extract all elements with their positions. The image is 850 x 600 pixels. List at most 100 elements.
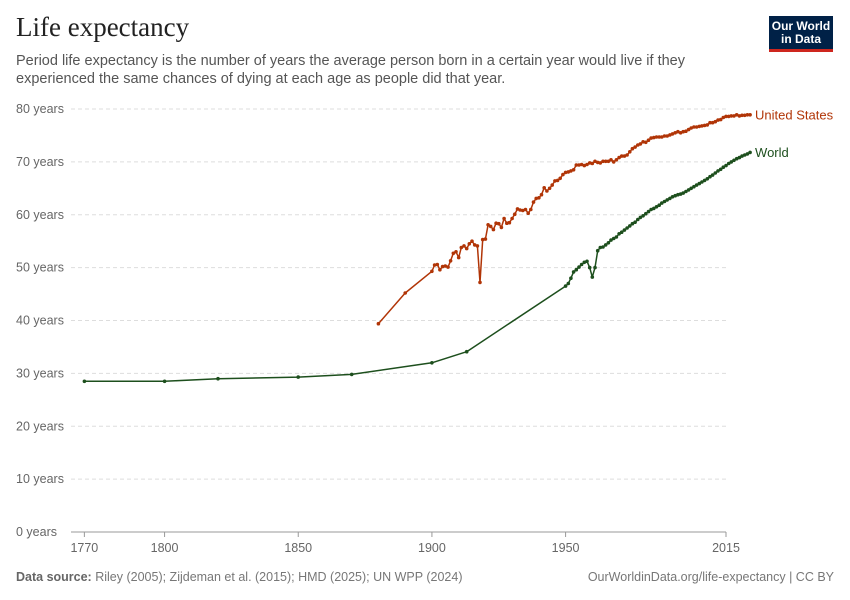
data-point <box>670 132 675 136</box>
data-point <box>430 361 434 365</box>
data-point <box>513 212 517 216</box>
owid-logo[interactable]: Our World in Data <box>769 16 833 52</box>
x-tick-label: 1800 <box>151 541 179 555</box>
data-point <box>403 291 408 295</box>
data-point <box>619 154 624 158</box>
data-point <box>563 170 568 175</box>
data-point <box>652 206 656 211</box>
data-point <box>689 126 693 130</box>
data-point <box>673 131 677 135</box>
data-point <box>459 245 464 250</box>
data-point <box>467 242 472 246</box>
data-point <box>577 265 581 269</box>
data-source: Data source: Riley (2005); Zijdeman et a… <box>16 570 463 584</box>
data-point <box>432 263 437 267</box>
data-point <box>494 221 498 225</box>
gridlines <box>71 108 726 480</box>
y-tick-label: 80 years <box>16 102 64 116</box>
data-point <box>510 216 514 221</box>
data-point <box>349 372 354 377</box>
data-point <box>456 255 461 260</box>
data-point <box>702 123 707 128</box>
data-point <box>579 162 584 167</box>
data-point <box>601 245 605 249</box>
data-point <box>729 114 734 118</box>
data-point <box>545 189 549 193</box>
chart-title: Life expectancy <box>16 12 190 42</box>
data-point <box>561 172 565 177</box>
data-point <box>598 161 603 165</box>
y-tick-label: 40 years <box>16 314 64 328</box>
x-tick-label: 1850 <box>284 541 312 555</box>
data-point <box>716 169 720 173</box>
data-point <box>593 265 597 270</box>
data-point <box>430 269 434 274</box>
data-point <box>694 125 699 129</box>
logo-line-2: in Data <box>780 32 821 46</box>
data-point <box>654 135 659 139</box>
data-point <box>558 176 562 181</box>
data-point <box>518 208 522 212</box>
x-tick-label: 1900 <box>418 541 446 555</box>
data-point <box>625 153 629 157</box>
data-point <box>686 127 691 132</box>
data-point <box>553 179 557 183</box>
data-point <box>162 379 167 384</box>
data-point <box>630 146 635 151</box>
source-link[interactable]: OurWorldinData.org/life-expectancy | CC … <box>587 570 834 584</box>
data-point <box>665 134 669 138</box>
data-point <box>684 129 688 133</box>
data-point <box>737 155 742 160</box>
data-point <box>718 167 723 172</box>
data-point <box>603 159 608 164</box>
data-point <box>692 125 696 129</box>
data-point <box>646 209 651 214</box>
data-point <box>668 196 672 201</box>
data-point <box>729 160 734 164</box>
data-point <box>630 221 635 226</box>
data-point <box>628 150 632 154</box>
data-point <box>574 163 579 167</box>
data-point <box>622 228 627 232</box>
data-point <box>649 136 653 140</box>
series <box>82 113 752 384</box>
data-point <box>443 264 448 268</box>
data-source-text: Riley (2005); Zijdeman et al. (2015); HM… <box>95 570 463 584</box>
data-point <box>464 246 469 251</box>
x-tick-label: 1770 <box>70 541 98 555</box>
data-point <box>689 186 693 191</box>
data-point <box>721 115 726 120</box>
data-point <box>593 159 597 164</box>
data-point <box>745 113 750 117</box>
data-point <box>82 379 87 384</box>
series-line-world <box>84 151 751 383</box>
data-point <box>590 275 595 279</box>
data-point <box>670 195 675 199</box>
data-point <box>571 270 576 274</box>
data-point <box>491 227 496 232</box>
x-tick-label: 2015 <box>712 541 740 555</box>
data-point <box>523 207 528 212</box>
data-point <box>708 174 712 179</box>
data-point <box>478 280 482 285</box>
data-point <box>555 178 560 183</box>
chart-subtitle: Period life expectancy is the number of … <box>16 53 685 87</box>
data-point <box>601 159 605 164</box>
data-point <box>740 113 744 118</box>
y-tick-label: 70 years <box>16 155 64 169</box>
data-point <box>652 135 656 140</box>
data-point <box>614 158 619 162</box>
data-point <box>662 134 667 138</box>
data-point <box>582 163 587 168</box>
data-point <box>475 244 480 248</box>
data-point <box>435 262 440 267</box>
data-point <box>708 120 712 125</box>
data-point <box>734 113 739 117</box>
data-point <box>633 220 637 224</box>
data-point <box>216 376 220 381</box>
data-point <box>579 262 584 267</box>
y-tick-label: 10 years <box>16 472 64 486</box>
data-point <box>609 238 613 242</box>
data-point <box>531 200 536 204</box>
